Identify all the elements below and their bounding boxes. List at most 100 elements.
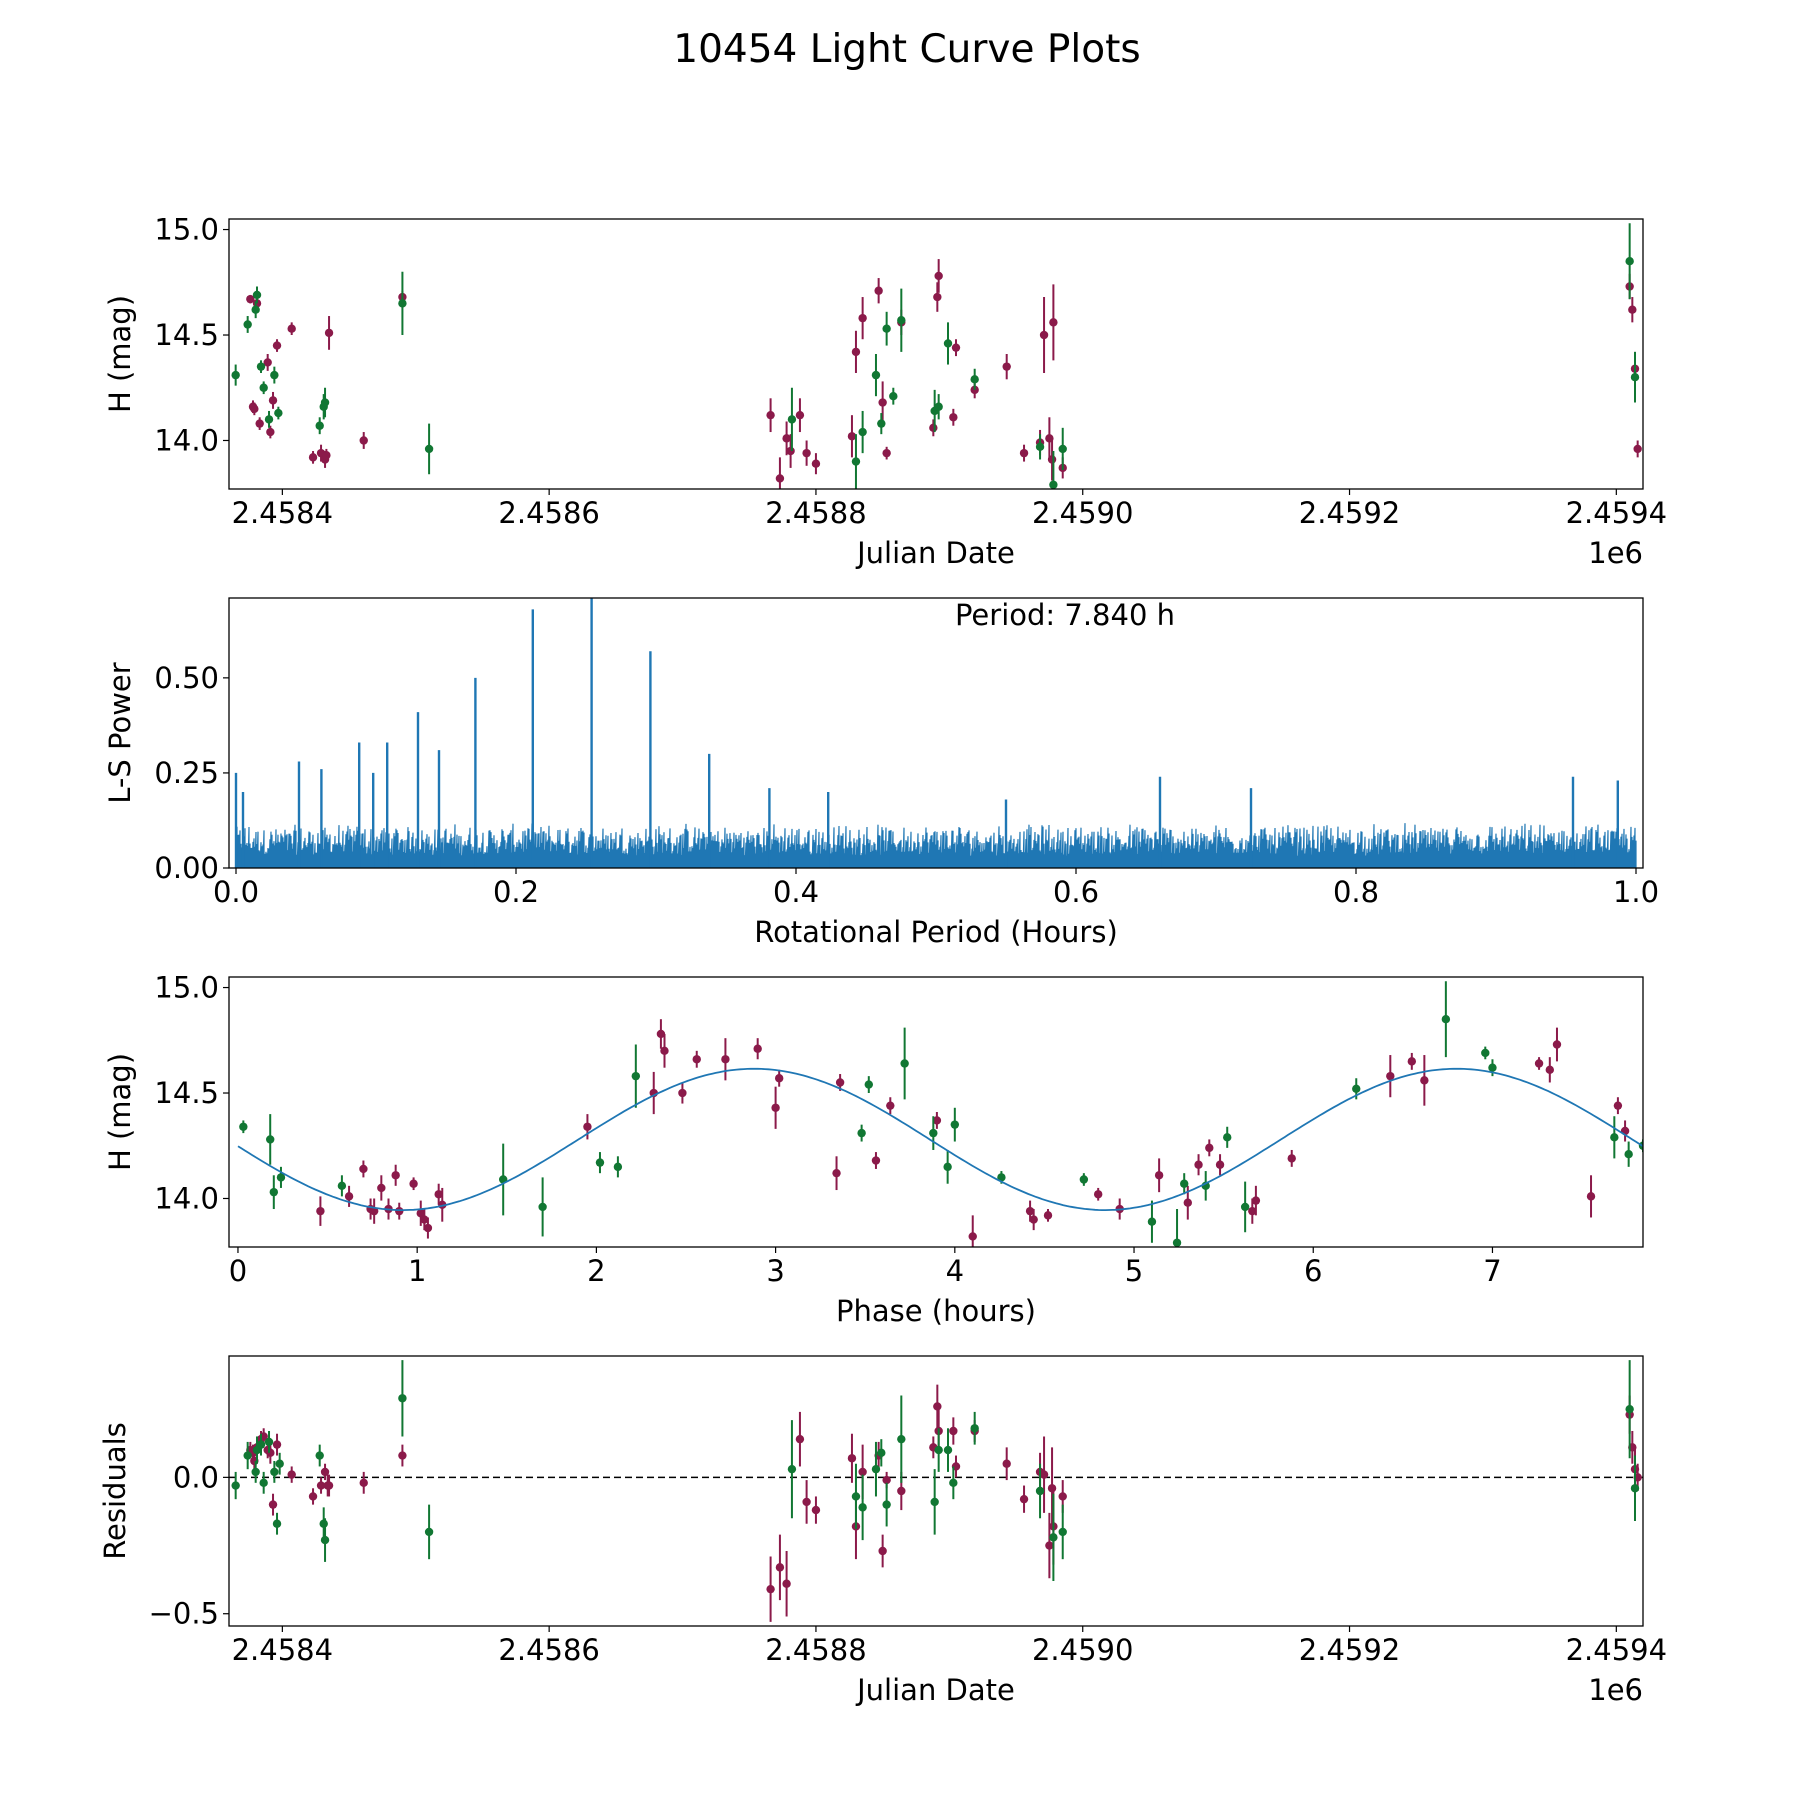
green-data-point (1223, 1133, 1232, 1142)
red-data-point (1628, 305, 1637, 314)
red-data-point (968, 1232, 977, 1241)
y-tick-label: −0.5 (149, 1597, 219, 1631)
x-offset-label: 1e6 (1588, 1673, 1643, 1707)
red-data-point (847, 1454, 857, 1463)
red-data-point (858, 313, 867, 323)
green-data-point (970, 1424, 979, 1433)
x-tick-label: 0 (229, 1254, 247, 1288)
red-data-point (929, 423, 938, 433)
red-data-point (949, 413, 958, 422)
red-data-point (268, 396, 278, 405)
green-data-point (272, 1519, 282, 1528)
green-data-point (251, 1467, 260, 1477)
x-tick-label: 3 (766, 1254, 784, 1288)
y-tick-label: 14.5 (154, 318, 219, 352)
red-data-point (886, 1101, 895, 1110)
red-data-point (775, 1563, 785, 1572)
y-axis-label: H (mag) (103, 295, 137, 413)
green-data-point (319, 1519, 328, 1528)
green-data-point (934, 402, 943, 411)
red-data-point (933, 292, 942, 302)
green-data-point (1240, 1202, 1250, 1212)
green-data-point (337, 1181, 347, 1191)
red-data-point (391, 1171, 400, 1180)
green-data-point (315, 421, 324, 430)
y-axis-label: L-S Power (103, 662, 137, 803)
x-tick-label: 0.6 (1053, 875, 1099, 909)
green-data-point (1172, 1238, 1182, 1247)
red-data-point (1586, 1192, 1596, 1201)
red-data-point (851, 347, 861, 357)
red-data-point (272, 341, 282, 350)
x-tick-label: 2 (587, 1254, 605, 1288)
x-tick-label: 2.4592 (1299, 1633, 1400, 1667)
red-data-point (255, 419, 264, 428)
red-data-point (847, 432, 857, 441)
red-data-point (1248, 1206, 1257, 1216)
red-data-point (359, 1478, 368, 1488)
periodogram-panel: 0.0 0.2 0.4 0.6 0.8 1.0 0.00 0.25 0.50 Rotational… (103, 597, 1659, 949)
green-data-point (631, 1071, 641, 1081)
green-data-point (259, 1478, 268, 1488)
red-data-point (1194, 1160, 1203, 1169)
y-tick-label: 15.0 (154, 971, 219, 1005)
red-data-point (416, 1209, 425, 1218)
green-data-point (256, 362, 266, 371)
x-tick-label: 2.4586 (498, 1633, 599, 1667)
red-data-point (1407, 1057, 1417, 1066)
green-data-point (270, 370, 279, 380)
green-data-point (1049, 1533, 1058, 1542)
red-data-point (874, 286, 883, 295)
x-tick-label: 5 (1125, 1254, 1143, 1288)
red-data-point (1669, 1470, 1677, 1478)
green-data-point (239, 1122, 248, 1131)
green-data-point (320, 398, 330, 407)
red-data-point (1652, 297, 1660, 305)
red-data-point (1019, 448, 1029, 458)
red-data-point (320, 1467, 330, 1477)
green-data-point (266, 1135, 275, 1144)
green-data-point (877, 1448, 886, 1458)
green-data-point (1049, 480, 1058, 489)
red-data-point (678, 1088, 687, 1098)
green-data-point (259, 383, 268, 392)
red-data-point (1657, 432, 1665, 440)
green-data-point (243, 320, 252, 329)
red-data-point (835, 1078, 845, 1087)
model-curve (237, 1067, 1644, 1211)
x-tick-label: 0.4 (773, 875, 819, 909)
green-data-point (934, 1445, 943, 1455)
red-data-point (692, 1055, 701, 1064)
green-data-point (1058, 444, 1067, 454)
data-points (239, 981, 1643, 1247)
red-data-point (1657, 1465, 1665, 1473)
green-data-point (1624, 1149, 1633, 1159)
red-data-point (1613, 1101, 1623, 1110)
y-axis-label: Residuals (98, 1422, 132, 1560)
x-axis-label: Julian Date (855, 536, 1015, 570)
green-data-point (538, 1202, 547, 1212)
green-data-point (251, 305, 260, 314)
green-data-point (997, 1173, 1006, 1182)
x-axis-label: Phase (hours) (836, 1294, 1036, 1328)
red-data-point (272, 1440, 282, 1449)
red-data-point (933, 1402, 942, 1411)
red-data-point (268, 1500, 278, 1509)
green-data-point (276, 1173, 286, 1182)
red-data-point (811, 1505, 821, 1515)
red-data-point (951, 343, 961, 352)
green-data-point (243, 1451, 252, 1460)
x-tick-label: 0.0 (213, 875, 259, 909)
x-tick-label: 0.2 (493, 875, 539, 909)
red-data-point (802, 448, 811, 458)
red-data-point (932, 1116, 942, 1125)
green-data-point (1481, 1048, 1490, 1058)
x-tick-label: 2.4592 (1299, 496, 1400, 530)
plot-frame (228, 218, 1644, 490)
red-data-point (246, 294, 255, 304)
red-data-point (1019, 1494, 1029, 1504)
green-data-point (270, 1467, 279, 1477)
y-tick-label: 14.0 (154, 1181, 219, 1215)
red-data-point (409, 1179, 418, 1188)
